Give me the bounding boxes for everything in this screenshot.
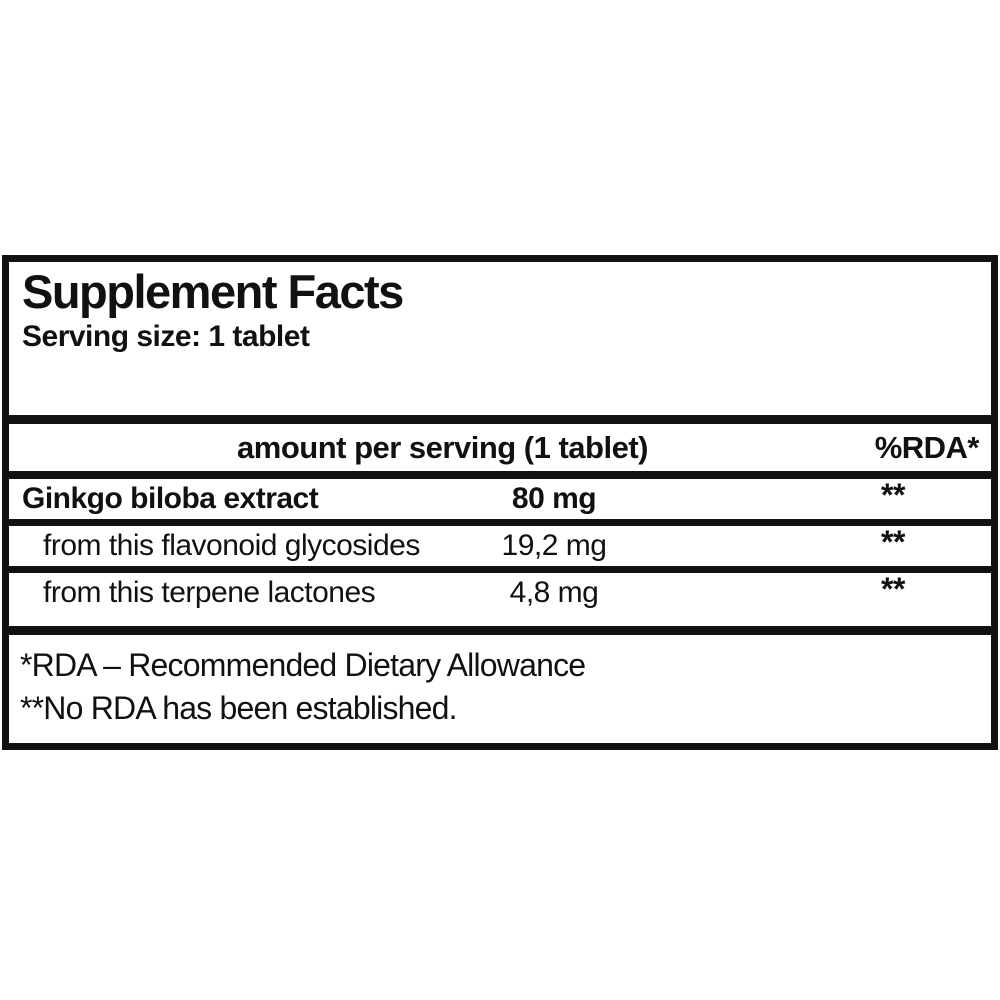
ingredient-name: from this terpene lactones: [43, 576, 376, 609]
table-row-ginkgo-biloba-extract: Ginkgo biloba extract 80 mg **: [9, 477, 991, 519]
supplement-facts-panel: Supplement Facts Serving size: 1 tablet …: [2, 255, 998, 750]
panel-title: Supplement Facts: [22, 265, 404, 318]
footnote-top-divider: [9, 626, 991, 635]
row-divider: [9, 519, 991, 526]
title-section: Supplement Facts Serving size: 1 tablet: [9, 262, 991, 415]
table-row-terpene-lactones: from this terpene lactones 4,8 mg **: [9, 571, 991, 626]
ingredient-rda-value: **: [881, 571, 905, 607]
header-bottom-divider: [9, 471, 991, 479]
rda-header: %RDA*: [874, 429, 980, 465]
row-divider: [9, 566, 991, 573]
ingredient-name: Ginkgo biloba extract: [22, 482, 319, 515]
footnote-no-rda-established: **No RDA has been established.: [20, 690, 458, 726]
column-header-row: amount per serving (1 tablet) %RDA*: [9, 424, 991, 471]
ingredient-rda-value: **: [881, 477, 905, 513]
ingredient-name: from this flavonoid glycosides: [43, 529, 420, 562]
ingredient-amount: 4,8 mg: [509, 576, 599, 609]
ingredient-amount: 19,2 mg: [501, 529, 607, 562]
ingredient-amount: 80 mg: [511, 482, 597, 515]
amount-per-serving-header: amount per serving (1 tablet): [237, 429, 648, 465]
ingredient-rda-value: **: [881, 524, 905, 560]
footnote-section: *RDA – Recommended Dietary Allowance **N…: [9, 635, 991, 743]
serving-size-text: Serving size: 1 tablet: [22, 320, 310, 353]
footnote-rda-definition: *RDA – Recommended Dietary Allowance: [20, 647, 586, 683]
section-divider-top: [9, 415, 991, 424]
table-row-flavonoid-glycosides: from this flavonoid glycosides 19,2 mg *…: [9, 524, 991, 566]
